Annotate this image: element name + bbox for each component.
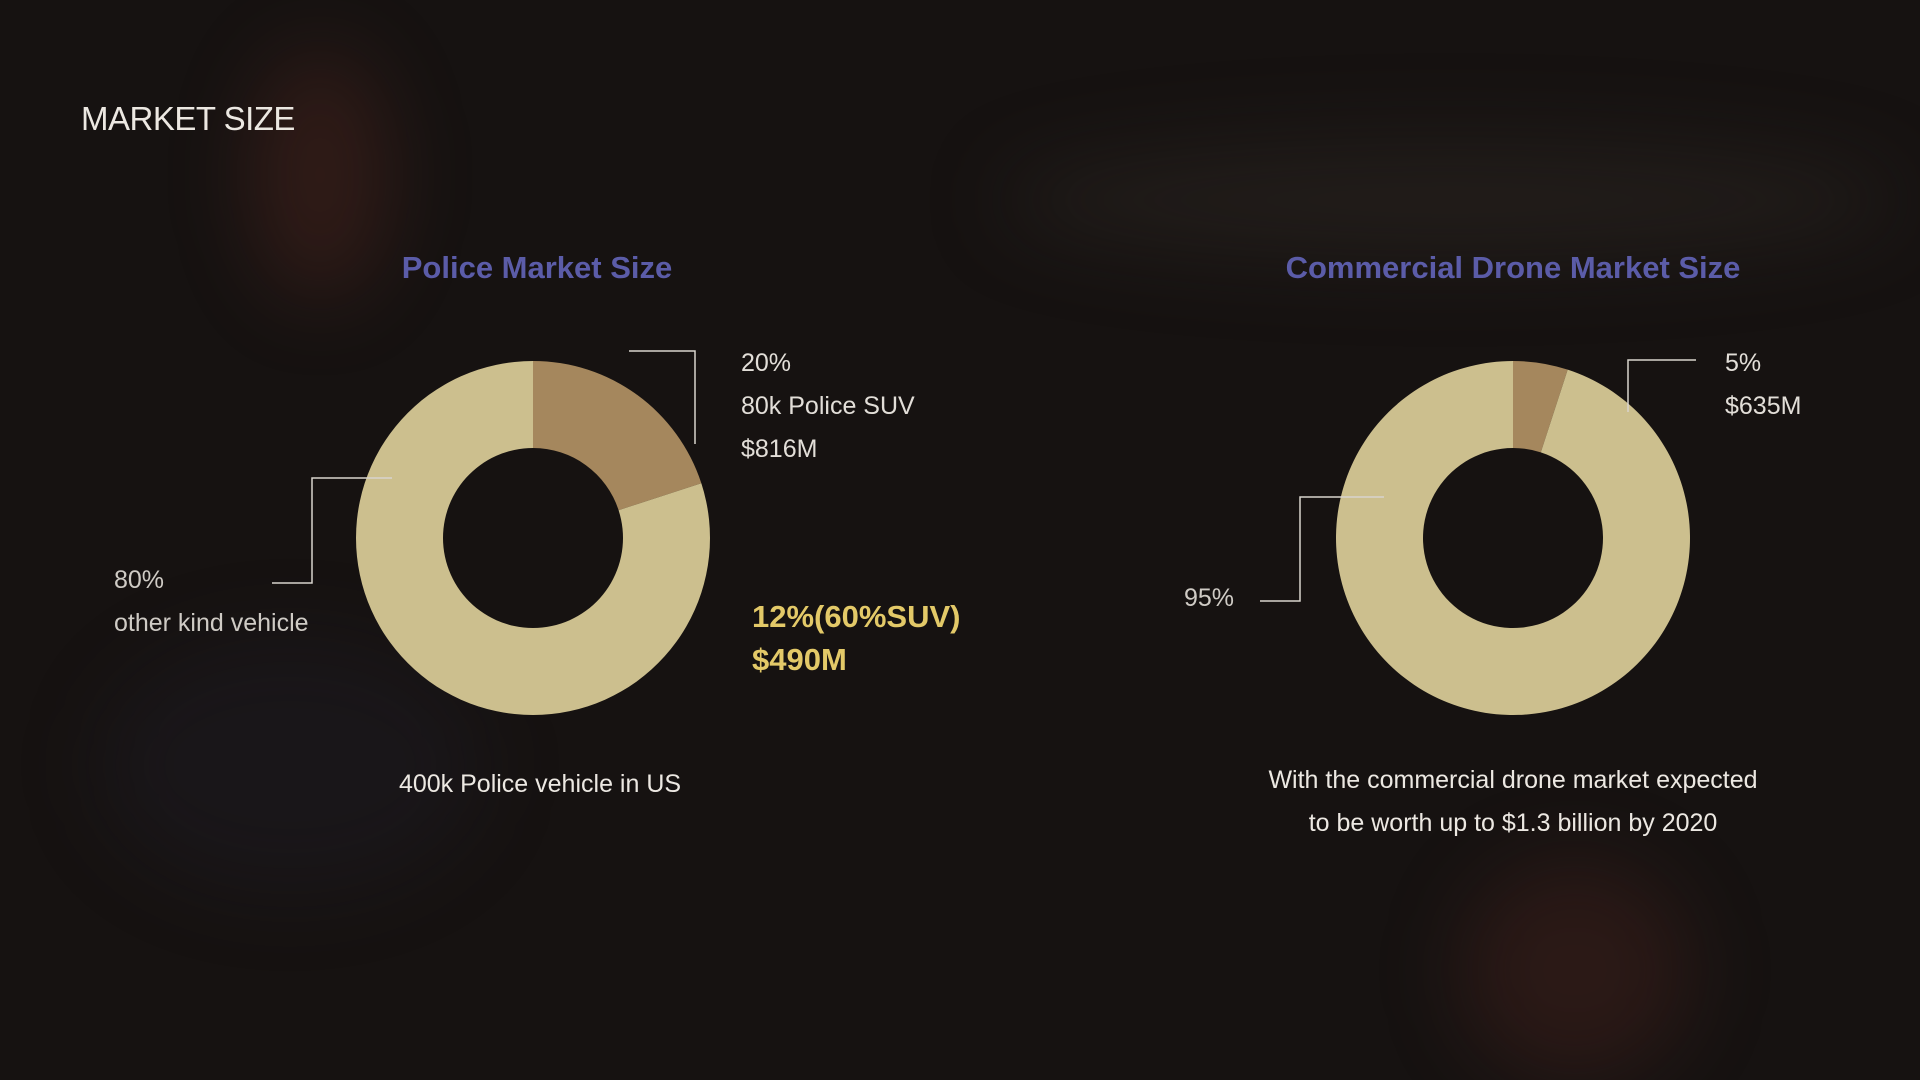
leader-line-drone-large [1260, 496, 1384, 602]
leader-line-police-large [272, 477, 392, 584]
chart-title-drone: Commercial Drone Market Size [1285, 250, 1741, 285]
police-caption: 400k Police vehicle in US [398, 770, 682, 798]
chart-title-police: Police Market Size [401, 250, 673, 285]
police-small-value: $816M [741, 435, 818, 463]
police-large-label: other kind vehicle [114, 609, 309, 637]
police-slice-1 [356, 361, 710, 715]
leader-line-drone-small [1627, 359, 1696, 412]
police-slice-0 [533, 361, 702, 511]
slide-title: MARKET SIZE [81, 100, 295, 137]
police-small-pct: 20% [741, 349, 792, 377]
drone-caption-line1: With the commercial drone market expecte… [1268, 766, 1758, 794]
police-highlight-pct: 12%(60%SUV) [752, 599, 961, 634]
drone-caption-line2: to be worth up to $1.3 billion by 2020 [1308, 809, 1718, 837]
drone-slice-0 [1513, 361, 1568, 453]
drone-small-value: $635M [1725, 392, 1802, 420]
police-donut-chart [356, 361, 710, 715]
drone-small-pct: 5% [1725, 349, 1762, 377]
drone-slice-1 [1335, 361, 1690, 715]
police-small-label: 80k Police SUV [741, 392, 915, 420]
drone-large-pct: 95% [1184, 584, 1235, 612]
leader-line-police-small [629, 350, 696, 444]
police-large-pct: 80% [114, 566, 165, 594]
police-highlight-value: $490M [752, 642, 847, 677]
drone-donut-chart [1335, 361, 1690, 715]
